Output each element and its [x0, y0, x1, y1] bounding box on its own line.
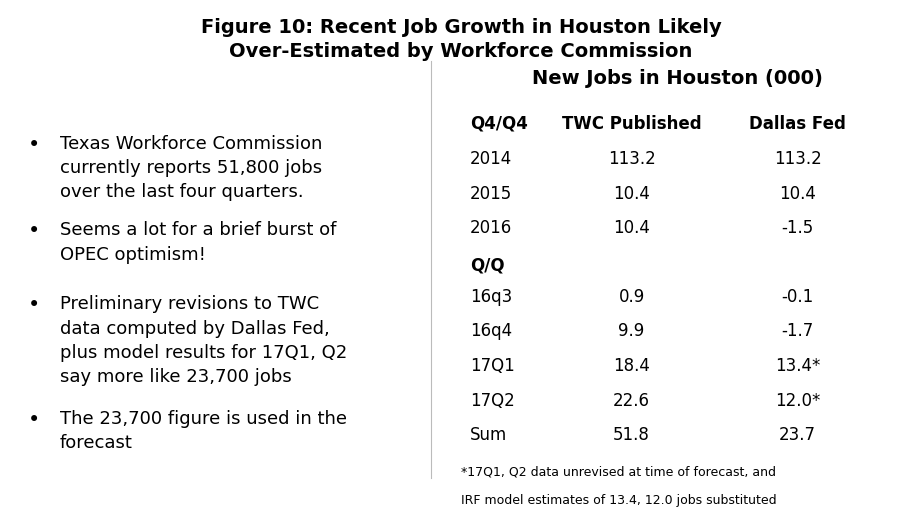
Text: 16q3: 16q3 — [470, 288, 513, 306]
Text: •: • — [28, 221, 40, 241]
Text: Preliminary revisions to TWC
data computed by Dallas Fed,
plus model results for: Preliminary revisions to TWC data comput… — [60, 295, 348, 386]
Text: 22.6: 22.6 — [613, 391, 650, 410]
Text: 2015: 2015 — [470, 185, 513, 203]
Text: 10.4: 10.4 — [779, 185, 816, 203]
Text: -0.1: -0.1 — [782, 288, 813, 306]
Text: New Jobs in Houston (000): New Jobs in Houston (000) — [532, 69, 823, 88]
Text: TWC Published: TWC Published — [561, 115, 702, 132]
Text: Sum: Sum — [470, 426, 507, 444]
Text: 16q4: 16q4 — [470, 322, 513, 341]
Text: 2016: 2016 — [470, 219, 513, 237]
Text: 9.9: 9.9 — [619, 322, 644, 341]
Text: Dallas Fed: Dallas Fed — [749, 115, 846, 132]
Text: 18.4: 18.4 — [613, 357, 650, 375]
Text: 113.2: 113.2 — [774, 150, 822, 168]
Text: Seems a lot for a brief burst of
OPEC optimism!: Seems a lot for a brief burst of OPEC op… — [60, 221, 337, 264]
Text: -1.5: -1.5 — [782, 219, 813, 237]
Text: *17Q1, Q2 data unrevised at time of forecast, and: *17Q1, Q2 data unrevised at time of fore… — [461, 466, 776, 479]
Text: 113.2: 113.2 — [608, 150, 656, 168]
Text: 10.4: 10.4 — [613, 185, 650, 203]
Text: 2014: 2014 — [470, 150, 513, 168]
Text: 51.8: 51.8 — [613, 426, 650, 444]
Text: Q4/Q4: Q4/Q4 — [470, 115, 528, 132]
Text: 23.7: 23.7 — [779, 426, 816, 444]
Text: 12.0*: 12.0* — [774, 391, 821, 410]
Text: Texas Workforce Commission
currently reports 51,800 jobs
over the last four quar: Texas Workforce Commission currently rep… — [60, 135, 323, 202]
Text: 0.9: 0.9 — [619, 288, 644, 306]
Text: 10.4: 10.4 — [613, 219, 650, 237]
Text: •: • — [28, 135, 40, 155]
Text: Figure 10: Recent Job Growth in Houston Likely
Over-Estimated by Workforce Commi: Figure 10: Recent Job Growth in Houston … — [201, 18, 721, 61]
Text: 17Q1: 17Q1 — [470, 357, 515, 375]
Text: 13.4*: 13.4* — [774, 357, 821, 375]
Text: •: • — [28, 410, 40, 430]
Text: 17Q2: 17Q2 — [470, 391, 515, 410]
Text: -1.7: -1.7 — [782, 322, 813, 341]
Text: The 23,700 figure is used in the
forecast: The 23,700 figure is used in the forecas… — [60, 410, 347, 452]
Text: •: • — [28, 295, 40, 315]
Text: Q/Q: Q/Q — [470, 257, 505, 274]
Text: IRF model estimates of 13.4, 12.0 jobs substituted: IRF model estimates of 13.4, 12.0 jobs s… — [461, 494, 776, 507]
